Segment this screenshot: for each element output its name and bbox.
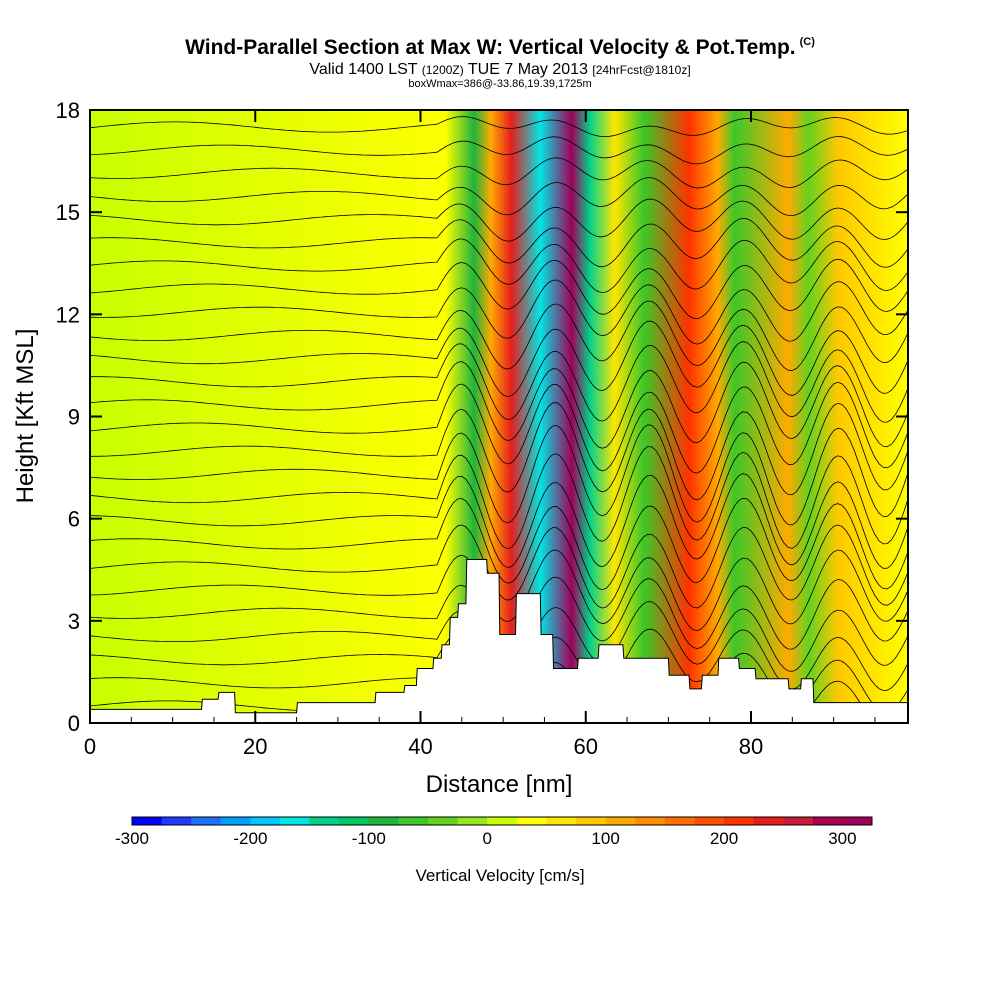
colorbar-swatch <box>842 817 873 825</box>
x-tick-label: 0 <box>84 734 96 759</box>
colorbar-swatch <box>635 817 666 825</box>
terrain <box>90 559 908 723</box>
theta-contour <box>90 198 908 242</box>
colorbar-tick-label: 100 <box>591 829 619 848</box>
x-axis-label: Distance [nm] <box>426 771 573 798</box>
colorbar-tick-label: 200 <box>710 829 738 848</box>
colorbar-swatch <box>664 817 695 825</box>
box-info: boxWmax=386@-33.86,19.39,1725m <box>408 78 592 90</box>
theta-contour <box>90 361 908 449</box>
chart-subtitle: Valid 1400 LST (1200Z) TUE 7 May 2013 [2… <box>0 61 1000 79</box>
x-tick-label: 20 <box>243 734 267 759</box>
y-tick-label: 18 <box>56 98 80 123</box>
copyright-mark: (C) <box>799 36 815 48</box>
theta-contour <box>90 238 908 294</box>
theta-contour <box>90 136 908 165</box>
colorbar-tick-label: 300 <box>828 829 856 848</box>
theta-contour <box>90 473 908 569</box>
colorbar-swatch <box>457 817 488 825</box>
theta-contour <box>90 446 908 550</box>
colorbar-frame <box>131 816 873 826</box>
y-tick-label: 0 <box>68 711 80 736</box>
theta-contour <box>90 217 908 268</box>
colorbar-swatch <box>368 817 399 825</box>
x-tick-label: 80 <box>739 734 763 759</box>
theta-contour <box>90 279 908 345</box>
colorbar-tick-label: -200 <box>233 829 267 848</box>
colorbar-swatch <box>161 817 192 825</box>
theta-contour <box>90 300 908 371</box>
colorbar-label: Vertical Velocity [cm/s] <box>415 866 584 885</box>
colorbar-swatch <box>546 817 577 825</box>
theta-contour <box>90 341 908 423</box>
chart-title: Wind-Parallel Section at Max W: Vertical… <box>185 36 815 59</box>
colorbar-swatch <box>516 817 547 825</box>
colorbar-swatch <box>812 817 843 825</box>
colorbar-swatch <box>339 817 370 825</box>
y-tick-label: 6 <box>68 507 80 532</box>
colorbar-swatch <box>132 817 163 825</box>
colorbar-tick-label: 0 <box>482 829 491 848</box>
x-tick-label: 60 <box>574 734 598 759</box>
theta-contour <box>90 177 908 217</box>
colorbar: -300 -200 -100 0 100 200 300 <box>115 816 873 848</box>
colorbar-swatch <box>191 817 222 825</box>
theta-contour <box>90 157 908 189</box>
y-tick-label: 15 <box>56 200 80 225</box>
colorbar-swatch <box>309 817 340 825</box>
colorbar-swatch <box>694 817 725 825</box>
colorbar-swatch <box>753 817 784 825</box>
colorbar-swatch <box>783 817 814 825</box>
y-axis-label: Height [Kft MSL] <box>12 329 39 504</box>
theta-contour <box>90 116 908 137</box>
x-tick-label: 40 <box>408 734 432 759</box>
theta-contour <box>90 381 908 474</box>
theta-contour <box>90 258 908 320</box>
colorbar-swatch <box>605 817 636 825</box>
valid-prefix: Valid 1400 LST <box>309 61 418 78</box>
colorbar-tick-label: -300 <box>115 829 149 848</box>
valid-utc: (1200Z) <box>421 63 464 77</box>
y-tick-label: 12 <box>56 302 80 327</box>
colorbar-swatch <box>724 817 755 825</box>
forecast-info: [24hrFcst@1810z] <box>592 63 691 77</box>
colorbar-swatch <box>220 817 251 825</box>
theta-contour <box>90 424 908 526</box>
colorbar-swatch <box>280 817 311 825</box>
axes: 0 20 40 60 80 0 3 6 9 12 15 18 <box>56 98 908 759</box>
y-tick-label: 9 <box>68 405 80 430</box>
theta-contours <box>90 116 908 723</box>
colorbar-swatch <box>576 817 607 825</box>
colorbar-swatch <box>250 817 281 825</box>
theta-contour <box>90 402 908 501</box>
theta-contour <box>90 320 908 398</box>
colorbar-tick-label: -100 <box>352 829 386 848</box>
valid-date: TUE 7 May 2013 <box>467 61 588 78</box>
colorbar-swatch <box>428 817 459 825</box>
y-tick-label: 3 <box>68 609 80 634</box>
colorbar-swatch <box>487 817 518 825</box>
colorbar-swatch <box>398 817 429 825</box>
